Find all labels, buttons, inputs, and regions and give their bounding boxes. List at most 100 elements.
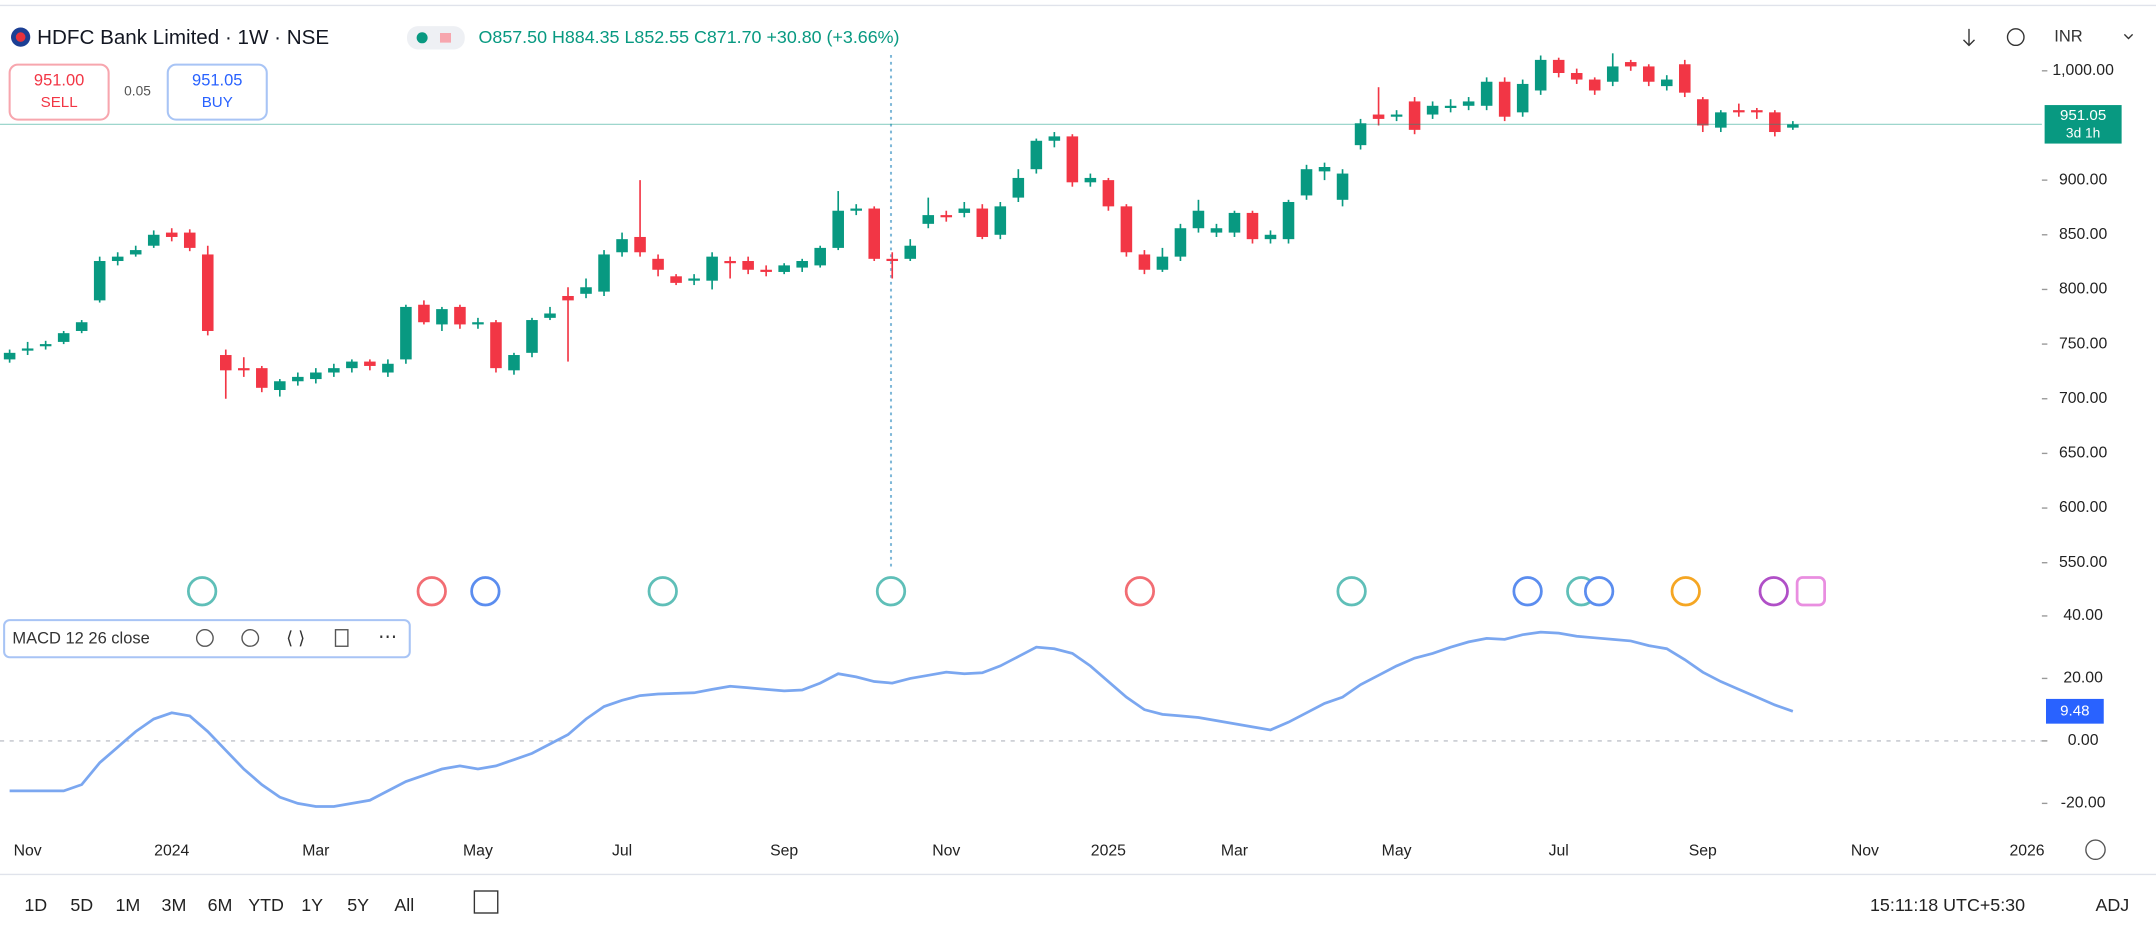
source-icon[interactable]: ⟨ ⟩	[286, 628, 305, 648]
event-icon[interactable]	[1512, 576, 1543, 607]
event-icon[interactable]	[187, 576, 218, 607]
symbol-title[interactable]: HDFC Bank Limited · 1W · NSE	[37, 26, 329, 49]
candle-body	[1102, 180, 1115, 207]
y-tick-label: 20.00	[2063, 670, 2103, 687]
currency-caret[interactable]	[2123, 33, 2134, 40]
candle-body	[1498, 81, 1511, 117]
price-tag	[2044, 105, 2122, 144]
settings-icon[interactable]	[241, 629, 260, 647]
candle-body	[670, 276, 682, 283]
eye-icon[interactable]	[195, 629, 214, 647]
symbol-logo-dot	[15, 32, 26, 42]
indicator-legend-box[interactable]	[3, 619, 411, 659]
event-icon[interactable]	[416, 576, 447, 607]
axis-settings[interactable]	[2085, 839, 2106, 861]
candle-body	[1408, 101, 1421, 130]
y-tick-label: 0.00	[2068, 732, 2099, 749]
buy-button[interactable]	[166, 63, 268, 121]
spread: 0.05	[124, 84, 151, 99]
sell-button[interactable]	[8, 63, 110, 121]
event-icon[interactable]	[1583, 576, 1615, 607]
range-button[interactable]: 5Y	[347, 895, 369, 915]
macd-tag-label: 9.48	[2060, 702, 2089, 719]
range-button[interactable]: 5D	[70, 895, 93, 915]
candle-body	[1534, 59, 1547, 91]
range-button[interactable]: 1D	[24, 895, 47, 915]
range-button[interactable]: All	[394, 895, 414, 915]
candle-body	[1030, 140, 1043, 170]
range-button[interactable]: 3M	[162, 895, 187, 915]
candle-body	[1715, 112, 1727, 128]
event-icon[interactable]	[647, 576, 678, 607]
x-tick-label: Mar	[302, 842, 329, 859]
range-button[interactable]: 1M	[115, 895, 140, 915]
x-tick-label: Jul	[612, 842, 632, 859]
candle-body	[490, 322, 502, 369]
clock[interactable]: 15:11:18 UTC+5:30	[1870, 895, 2025, 915]
candle-body	[1390, 114, 1403, 117]
adjust-toggle[interactable]: ADJ	[2095, 895, 2129, 915]
candle-body	[562, 295, 574, 301]
event-icon[interactable]	[470, 576, 501, 607]
candle-body	[1624, 62, 1637, 67]
candle-body	[1660, 79, 1673, 87]
candle-body	[994, 206, 1007, 235]
y-tick-label: 650.00	[2059, 445, 2108, 462]
candle-body	[1570, 72, 1583, 80]
candle-body	[1462, 101, 1475, 106]
sell-label: SELL	[41, 94, 78, 111]
candle-body	[508, 355, 520, 371]
candle-body	[328, 368, 340, 373]
more-icon[interactable]: ⋯	[378, 627, 397, 648]
candle-body	[1606, 66, 1619, 82]
candle-body	[1264, 234, 1277, 240]
candle-body	[1679, 64, 1691, 93]
candle-body	[1552, 59, 1565, 73]
candle-body	[1751, 110, 1763, 113]
candle-body	[868, 208, 881, 259]
candle-body	[310, 372, 322, 380]
candle-body	[1156, 256, 1169, 270]
candle-body	[382, 363, 394, 373]
candle-body	[1048, 136, 1061, 141]
status-pill	[407, 26, 465, 50]
event-icon[interactable]	[1758, 576, 1789, 607]
event-icon[interactable]	[1795, 576, 1826, 607]
download-icon[interactable]	[1963, 28, 1975, 47]
x-tick-label: Sep	[1689, 842, 1717, 859]
candle-body	[814, 247, 826, 266]
event-icon[interactable]	[1124, 576, 1155, 607]
candle-body	[1372, 114, 1385, 119]
y-tick-label: 750.00	[2059, 335, 2108, 352]
buy-label: BUY	[202, 94, 233, 111]
candle-body	[1444, 105, 1457, 108]
candle-body	[454, 306, 466, 325]
candle-body	[57, 333, 70, 342]
candle-body	[274, 381, 286, 391]
candle-body	[1210, 228, 1223, 233]
event-icon[interactable]	[1336, 576, 1367, 607]
x-tick-label: May	[1382, 842, 1412, 859]
event-icon[interactable]	[1670, 576, 1701, 607]
x-tick-label: Nov	[14, 842, 42, 859]
events	[187, 576, 1826, 607]
currency[interactable]: INR	[2054, 27, 2082, 45]
candle-body	[796, 261, 808, 268]
buy-price: 951.05	[192, 71, 242, 89]
range-button[interactable]: 1Y	[301, 895, 323, 915]
y-tick-label: 550.00	[2059, 554, 2108, 571]
candle-body	[346, 361, 358, 369]
refresh-icon[interactable]	[2006, 28, 2025, 47]
candle-body	[201, 254, 214, 331]
candle-body	[418, 304, 430, 323]
range-button[interactable]: 6M	[208, 895, 233, 915]
candle-body	[1066, 136, 1079, 183]
goto-date-icon[interactable]	[473, 890, 499, 914]
event-icon[interactable]	[875, 576, 907, 607]
candle-body	[220, 355, 232, 371]
x-tick-label: Nov	[932, 842, 960, 859]
range-button[interactable]: YTD	[248, 895, 284, 915]
candle-body	[904, 245, 917, 259]
delete-icon[interactable]	[334, 629, 349, 647]
